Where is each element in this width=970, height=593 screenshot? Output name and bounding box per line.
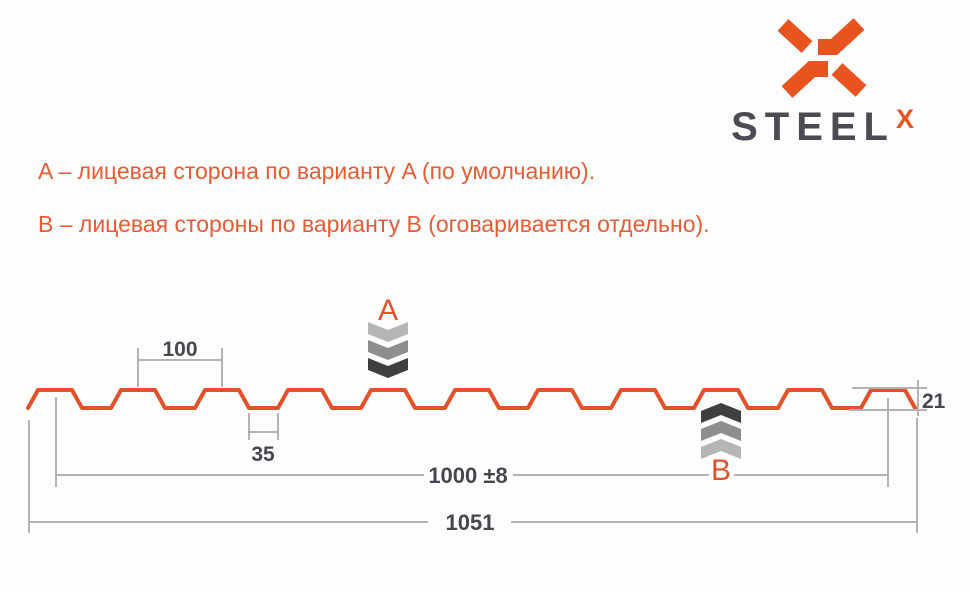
dimension-rib-pitch-lines — [137, 348, 223, 387]
note-variant-b: B – лицевая стороны по варианту B (огова… — [38, 211, 710, 237]
dimension-profile-height-lines — [849, 380, 927, 416]
dimension-valley-width-value: 35 — [251, 443, 275, 466]
marker-side-b: B — [701, 403, 741, 492]
chevron-down-icon — [368, 340, 408, 360]
dimension-valley-width-lines — [248, 413, 279, 440]
chevron-up-icon — [701, 421, 741, 441]
dimension-useful-width-lines — [55, 397, 889, 487]
marker-side-b-letter: B — [711, 454, 731, 487]
brand-name: STEELX — [731, 104, 914, 149]
sheet-profile-outline — [26, 388, 917, 410]
dimension-rib-pitch: 100 — [137, 338, 223, 387]
brand-name-main: STEEL — [731, 105, 895, 149]
dimension-useful-width: 1000 ±8 — [55, 397, 889, 488]
dimension-profile-height-value: 21 — [922, 390, 946, 413]
brand-logo: STEELX — [731, 15, 914, 147]
profile-drawing: 100 35 1000 ±8 1051 21 A — [26, 294, 946, 535]
steelx-x-icon — [777, 18, 866, 98]
dimension-valley-width: 35 — [248, 413, 279, 466]
dimension-total-width: 1051 — [28, 418, 918, 535]
dimension-profile-height: 21 — [849, 380, 946, 416]
chevron-up-icon — [701, 403, 741, 423]
chevron-down-icon — [368, 358, 408, 378]
logo-nw-arm — [777, 19, 812, 53]
chevron-down-icon — [368, 322, 408, 342]
dimension-total-width-value: 1051 — [446, 510, 495, 535]
logo-sw-hook — [781, 61, 828, 98]
dimension-useful-width-value: 1000 ±8 — [428, 463, 507, 488]
note-variant-a: A – лицевая сторона по варианту A (по ум… — [38, 158, 596, 184]
marker-side-a-letter: A — [378, 294, 398, 327]
chevron-up-icon — [701, 439, 741, 459]
logo-ne-hook — [817, 18, 864, 55]
dimension-rib-pitch-value: 100 — [162, 338, 197, 361]
logo-se-arm — [831, 63, 866, 97]
brand-name-sup: X — [895, 104, 914, 134]
dimension-total-width-lines — [28, 418, 918, 533]
marker-side-a: A — [368, 294, 408, 378]
